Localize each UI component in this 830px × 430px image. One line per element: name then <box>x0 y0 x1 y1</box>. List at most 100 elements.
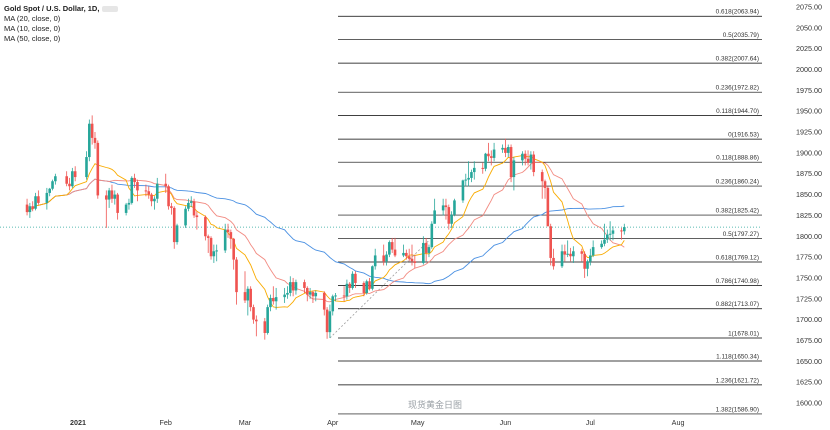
candle[interactable] <box>390 237 394 253</box>
candle[interactable] <box>124 202 128 216</box>
candle[interactable] <box>586 259 589 277</box>
candle[interactable] <box>540 169 544 199</box>
candle[interactable] <box>388 240 391 258</box>
candle[interactable] <box>164 173 168 193</box>
candle[interactable] <box>342 286 346 302</box>
candle[interactable] <box>246 286 250 316</box>
candle[interactable] <box>373 248 377 270</box>
candle[interactable] <box>351 271 354 290</box>
candle[interactable] <box>116 192 119 220</box>
legend-ma-20[interactable]: MA (20, close, 0) <box>4 14 61 23</box>
candle[interactable] <box>288 276 292 297</box>
candle[interactable] <box>546 186 550 227</box>
candle[interactable] <box>308 287 312 299</box>
candle[interactable] <box>608 221 612 241</box>
candle[interactable] <box>603 223 606 247</box>
candle[interactable] <box>144 184 148 197</box>
candle[interactable] <box>175 223 179 245</box>
candle[interactable] <box>572 246 575 263</box>
candle[interactable] <box>195 211 199 230</box>
candle[interactable] <box>187 198 190 212</box>
candle[interactable] <box>252 304 255 324</box>
candle[interactable] <box>521 151 524 166</box>
candle[interactable] <box>509 144 513 183</box>
candle[interactable] <box>405 249 408 260</box>
candle[interactable] <box>583 251 586 278</box>
candle[interactable] <box>345 279 349 300</box>
candle[interactable] <box>209 236 213 260</box>
candle[interactable] <box>48 187 51 197</box>
candle[interactable] <box>385 251 388 266</box>
candle[interactable] <box>85 151 88 180</box>
candle[interactable] <box>501 144 504 153</box>
candle[interactable] <box>569 247 572 262</box>
candle[interactable] <box>368 277 371 291</box>
candle[interactable] <box>492 142 496 162</box>
candle[interactable] <box>305 286 309 302</box>
candle[interactable] <box>461 179 465 203</box>
candle[interactable] <box>526 150 530 166</box>
candle[interactable] <box>532 151 536 177</box>
candle[interactable] <box>266 304 269 335</box>
candle[interactable] <box>96 140 100 199</box>
candle[interactable] <box>110 184 114 203</box>
candle[interactable] <box>410 244 414 266</box>
candle[interactable] <box>450 211 453 228</box>
candle[interactable] <box>107 187 111 208</box>
candle[interactable] <box>467 161 470 187</box>
candle[interactable] <box>204 215 207 241</box>
candle[interactable] <box>325 307 329 339</box>
candle[interactable] <box>365 279 369 295</box>
candle[interactable] <box>255 315 258 337</box>
candle[interactable] <box>600 240 603 249</box>
candle[interactable] <box>243 271 247 303</box>
candle[interactable] <box>424 237 428 262</box>
legend-ma-50[interactable]: MA (50, close, 0) <box>4 34 61 43</box>
candle[interactable] <box>580 248 584 262</box>
candle[interactable] <box>51 179 54 191</box>
candle[interactable] <box>441 198 445 216</box>
candle[interactable] <box>226 223 230 238</box>
candle[interactable] <box>105 190 108 228</box>
candle[interactable] <box>150 192 153 207</box>
candle[interactable] <box>65 171 68 187</box>
candle[interactable] <box>354 271 357 288</box>
candle[interactable] <box>529 151 533 170</box>
candle[interactable] <box>611 226 615 241</box>
candle[interactable] <box>563 244 567 262</box>
candle[interactable] <box>286 286 289 299</box>
candle[interactable] <box>447 204 451 230</box>
candle[interactable] <box>453 198 456 217</box>
candle[interactable] <box>560 244 564 268</box>
candle[interactable] <box>167 184 170 210</box>
candle[interactable] <box>93 132 97 149</box>
candle[interactable] <box>407 248 411 262</box>
candle[interactable] <box>549 223 552 266</box>
candle[interactable] <box>73 166 77 182</box>
candle[interactable] <box>371 265 374 291</box>
candle[interactable] <box>433 198 436 224</box>
trendline[interactable] <box>329 240 430 339</box>
candle[interactable] <box>212 244 216 263</box>
candle[interactable] <box>422 236 425 265</box>
candle[interactable] <box>362 281 366 297</box>
candle[interactable] <box>68 177 71 191</box>
candle[interactable] <box>543 179 547 199</box>
candle[interactable] <box>620 227 623 240</box>
candle[interactable] <box>334 292 337 302</box>
candle[interactable] <box>328 304 332 338</box>
candle[interactable] <box>294 279 298 295</box>
candle[interactable] <box>54 173 57 185</box>
candle[interactable] <box>552 248 555 270</box>
candle[interactable] <box>566 240 569 258</box>
candle[interactable] <box>269 294 272 312</box>
candle[interactable] <box>192 198 196 218</box>
candle[interactable] <box>274 287 278 310</box>
candle[interactable] <box>206 234 210 253</box>
candle[interactable] <box>413 254 417 268</box>
candle[interactable] <box>393 237 397 258</box>
candle[interactable] <box>606 229 609 243</box>
candle[interactable] <box>272 286 275 305</box>
candle[interactable] <box>31 201 35 212</box>
candle[interactable] <box>484 152 487 172</box>
